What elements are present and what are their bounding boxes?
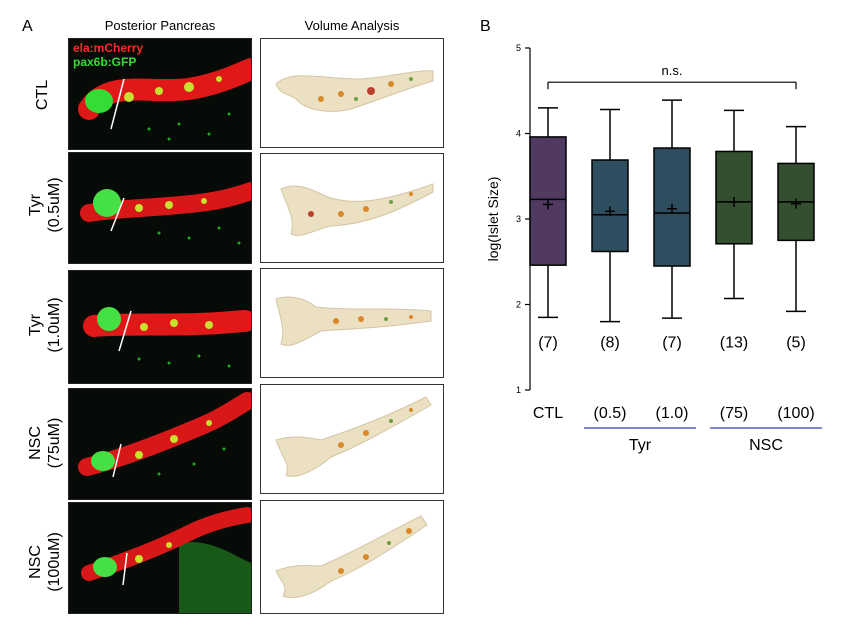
- micro-image-tyr-1.0: [68, 270, 252, 384]
- volume-render-nsc-100: [260, 500, 444, 614]
- volume-render-nsc-75: [260, 384, 444, 494]
- panel-a-letter: A: [22, 18, 33, 35]
- row-label-nsc-100: NSC (100uM): [27, 532, 63, 592]
- box-iqr: [591, 159, 629, 253]
- significance-label: n.s.: [662, 63, 683, 78]
- micro-image-nsc-100: [68, 502, 252, 614]
- islet-size-boxplot: 1 2 3 4 5 log(Islet Size) n.s. (7) CTL (8) (0.5) (7…: [470, 30, 840, 460]
- x-category-label: (75): [720, 405, 748, 422]
- x-category-label: (0.5): [594, 405, 627, 422]
- row-label-tyr-1.0: Tyr (1.0uM): [27, 297, 63, 353]
- volume-render-tyr-1.0: [260, 268, 444, 378]
- volume-analysis-header: Volume Analysis: [304, 18, 400, 33]
- x-category-label: CTL: [533, 405, 563, 422]
- panel-b-letter: B: [480, 18, 491, 35]
- y-tick-label: 1: [516, 385, 521, 395]
- x-category-label: (1.0): [656, 405, 689, 422]
- x-category-label: (100): [777, 405, 814, 422]
- volume-render-tyr-0.5: [260, 153, 444, 263]
- group-label-nsc: NSC: [749, 437, 783, 454]
- y-axis-title: log(Islet Size): [485, 177, 501, 262]
- sample-size-label: (7): [538, 334, 558, 351]
- sample-size-label: (5): [786, 334, 806, 351]
- micro-image-ctl: ela:mCherry pax6b:GFP: [68, 38, 252, 150]
- sample-size-label: (13): [720, 334, 748, 351]
- posterior-pancreas-header: Posterior Pancreas: [104, 18, 216, 33]
- y-tick-label: 2: [516, 300, 521, 310]
- legend-pax6b-gfp: pax6b:GFP: [73, 55, 137, 69]
- group-label-tyr: Tyr: [629, 437, 652, 454]
- row-label-tyr-0.5: Tyr (0.5uM): [27, 177, 63, 233]
- micro-image-tyr-0.5: [68, 152, 252, 264]
- sample-size-label: (8): [600, 334, 620, 351]
- micro-image-nsc-75: [68, 388, 252, 500]
- legend-ela-mcherry: ela:mCherry: [73, 41, 144, 55]
- volume-render-ctl: [260, 38, 444, 148]
- sample-size-label: (7): [662, 334, 682, 351]
- row-label-ctl: CTL: [34, 79, 51, 111]
- y-tick-label: 4: [516, 129, 521, 139]
- row-label-nsc-75: NSC (75uM): [27, 417, 63, 469]
- y-tick-label: 5: [516, 43, 521, 53]
- y-tick-label: 3: [516, 214, 521, 224]
